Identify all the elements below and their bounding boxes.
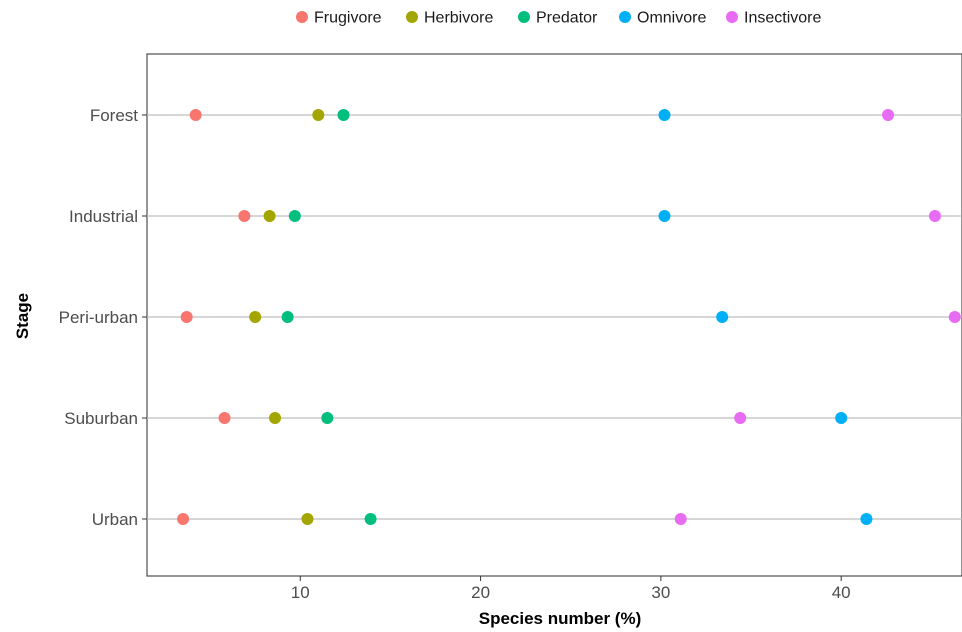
data-points [177, 109, 961, 525]
point-frugivore-industrial [238, 210, 251, 222]
legend-label: Herbivore [424, 10, 493, 27]
legend-label: Insectivore [744, 10, 821, 27]
y-tick-label: Urban [92, 510, 138, 529]
y-axis: Urban Suburban Peri-urban Industrial Forest [59, 106, 147, 529]
x-tick-label: 20 [471, 583, 490, 602]
y-tick-label: Suburban [64, 409, 138, 428]
x-tick-label: 40 [832, 583, 851, 602]
point-herbivore-peri-urban [249, 311, 262, 323]
point-herbivore-suburban [269, 412, 282, 424]
point-herbivore-urban [301, 513, 314, 525]
point-insectivore-suburban [734, 412, 747, 424]
point-herbivore-forest [312, 109, 325, 121]
legend-marker [518, 11, 530, 23]
x-tick-label: 10 [291, 583, 310, 602]
legend-item-herbivore: Herbivore [406, 10, 493, 27]
y-tick-label: Peri-urban [59, 308, 138, 327]
legend-label: Predator [536, 10, 598, 27]
y-tick-label: Industrial [69, 207, 138, 226]
legend-item-predator: Predator [518, 10, 598, 27]
point-omnivore-peri-urban [716, 311, 729, 323]
point-insectivore-peri-urban [948, 311, 961, 323]
legend-marker [406, 11, 418, 23]
point-omnivore-urban [860, 513, 873, 525]
point-frugivore-forest [189, 109, 202, 121]
point-frugivore-peri-urban [180, 311, 193, 323]
legend: Frugivore Herbivore Predator Omnivore Insect… [296, 10, 821, 27]
point-predator-urban [364, 513, 377, 525]
point-predator-forest [337, 109, 350, 121]
x-tick-label: 30 [651, 583, 670, 602]
x-axis-title: Species number (%) [479, 609, 642, 628]
point-omnivore-forest [658, 109, 671, 121]
legend-marker [726, 11, 738, 23]
point-insectivore-industrial [928, 210, 941, 222]
legend-item-omnivore: Omnivore [619, 10, 706, 27]
legend-marker [296, 11, 308, 23]
point-predator-peri-urban [281, 311, 294, 323]
point-frugivore-urban [177, 513, 190, 525]
point-insectivore-urban [674, 513, 687, 525]
point-omnivore-suburban [835, 412, 848, 424]
x-axis: 10 20 30 40 [291, 576, 851, 602]
point-frugivore-suburban [218, 412, 231, 424]
legend-label: Frugivore [314, 10, 382, 27]
y-axis-title: Stage [13, 293, 32, 339]
point-omnivore-industrial [658, 210, 671, 222]
legend-item-frugivore: Frugivore [296, 10, 382, 27]
legend-marker [619, 11, 631, 23]
point-predator-industrial [288, 210, 301, 222]
y-tick-label: Forest [90, 106, 138, 125]
plot-panel [146, 53, 962, 577]
point-predator-suburban [321, 412, 334, 424]
point-insectivore-forest [882, 109, 895, 121]
legend-label: Omnivore [637, 10, 706, 27]
point-herbivore-industrial [263, 210, 276, 222]
legend-item-insectivore: Insectivore [726, 10, 821, 27]
